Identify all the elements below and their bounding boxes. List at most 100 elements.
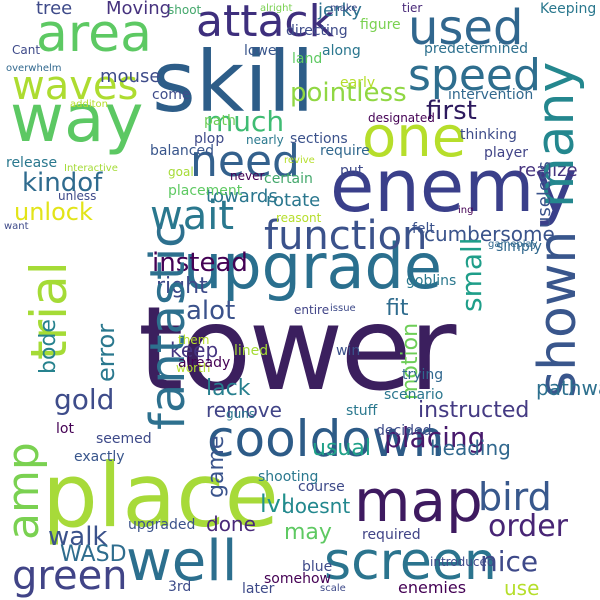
small-word: release [6,155,58,171]
word-fit: pointless [290,78,407,108]
word-small: tree [36,0,73,19]
word-trial: use [504,576,540,600]
small-word: lined [234,343,269,359]
word-cooldown: cooldown [207,410,445,468]
small-word: come [152,87,191,103]
small-word: plop [194,131,225,147]
small-word: entire [294,303,330,317]
small-word: felt [412,221,435,237]
small-word: goal [168,165,194,179]
word-upgrade: upgrade [183,230,442,303]
word-rotate: usual [312,436,371,461]
word-cumbersome: game [204,435,229,498]
word-instructed: fit [386,296,409,321]
word-shown: rotate [266,190,321,211]
small-word: them [178,333,210,347]
small-word: directing [286,23,348,39]
small-word: Cant [12,43,41,57]
small-word: placement [168,183,243,199]
small-word: gameplay [488,239,538,250]
small-word: figure [360,17,401,33]
small-word: require [320,143,370,159]
word-fantastic: enemies [398,578,467,597]
small-word: revive [284,155,315,166]
small-word: designated [368,111,435,125]
small-word: upgraded [128,517,196,533]
small-word: 3rd [168,579,192,595]
small-word: overwhelm [6,63,62,74]
small-word: scenario [384,387,444,403]
small-word: along [322,43,361,59]
small-word: simply [496,239,542,255]
word-instead: walk [48,522,108,552]
word-attack: attack [196,0,335,47]
small-word: land [292,51,323,67]
word-placing: small [455,237,488,312]
word-doesnt: lack [206,376,251,401]
small-word: introduced [430,555,495,569]
small-word: unless [58,189,97,203]
word-tree: lvl [260,490,288,518]
word-green: screen [324,532,497,592]
small-word: sections [290,131,348,147]
word-remove: right [156,274,208,299]
small-word: issue [330,303,356,314]
small-word: lower [244,43,283,59]
word-well: well [126,529,238,594]
small-word: decided [376,423,432,439]
small-word: thinking [460,127,517,143]
word-speed: speed [408,50,541,101]
small-word: alright [260,3,293,14]
word-towards: heading [430,436,511,460]
word-skill: skill [152,33,315,131]
small-word: exactly [74,449,125,465]
word-nice: waves [12,63,139,109]
word-many: towards [206,186,278,207]
small-word: lot [56,421,74,437]
word-mouse: done [206,512,256,536]
small-word: Keeping [540,1,597,17]
word-pointless: much [206,105,285,138]
word-used: used [408,0,524,56]
small-word: pathway [536,376,600,400]
word-error: jerky [318,0,362,21]
small-word: reasont [276,211,322,225]
word-usual: error [92,323,120,382]
small-word: seemed [96,431,152,447]
word-first: green [12,553,128,599]
word-tower: tower [138,282,456,417]
word-wait: need [190,136,300,187]
small-word: worth [176,361,211,375]
small-word: blue [302,559,333,575]
word-may: keep [170,338,219,362]
small-word: make [330,3,358,14]
small-word: predetermined [424,41,528,57]
small-word: certain [264,171,313,187]
small-word: win [336,343,361,359]
word-one: one [362,105,467,170]
small-word: already [178,355,231,371]
word-unlock: nice [480,545,539,578]
word-kindof: first [426,96,477,126]
word-game: realize [518,160,578,181]
small-word: tier [402,1,423,15]
word-done: remove [206,398,282,422]
word-gold: kindof [22,168,103,198]
small-word: scale [320,583,346,594]
word-area: area [36,4,152,64]
small-word: Interactive [64,163,118,174]
small-word: never [230,169,265,183]
word-order: amp [0,442,49,540]
small-word: nearly [246,133,284,147]
word-much: shown [528,230,588,398]
word-lack: alot [186,296,236,326]
word-alot: order [488,509,568,544]
small-word: goblins [406,273,457,289]
word-amp: cumbersome [424,222,555,246]
word-lvl: gold [54,383,115,416]
word-use: placing [384,421,486,454]
word-function: fantastic [140,221,196,430]
word-place: place [42,444,279,547]
small-word: early [340,75,376,91]
